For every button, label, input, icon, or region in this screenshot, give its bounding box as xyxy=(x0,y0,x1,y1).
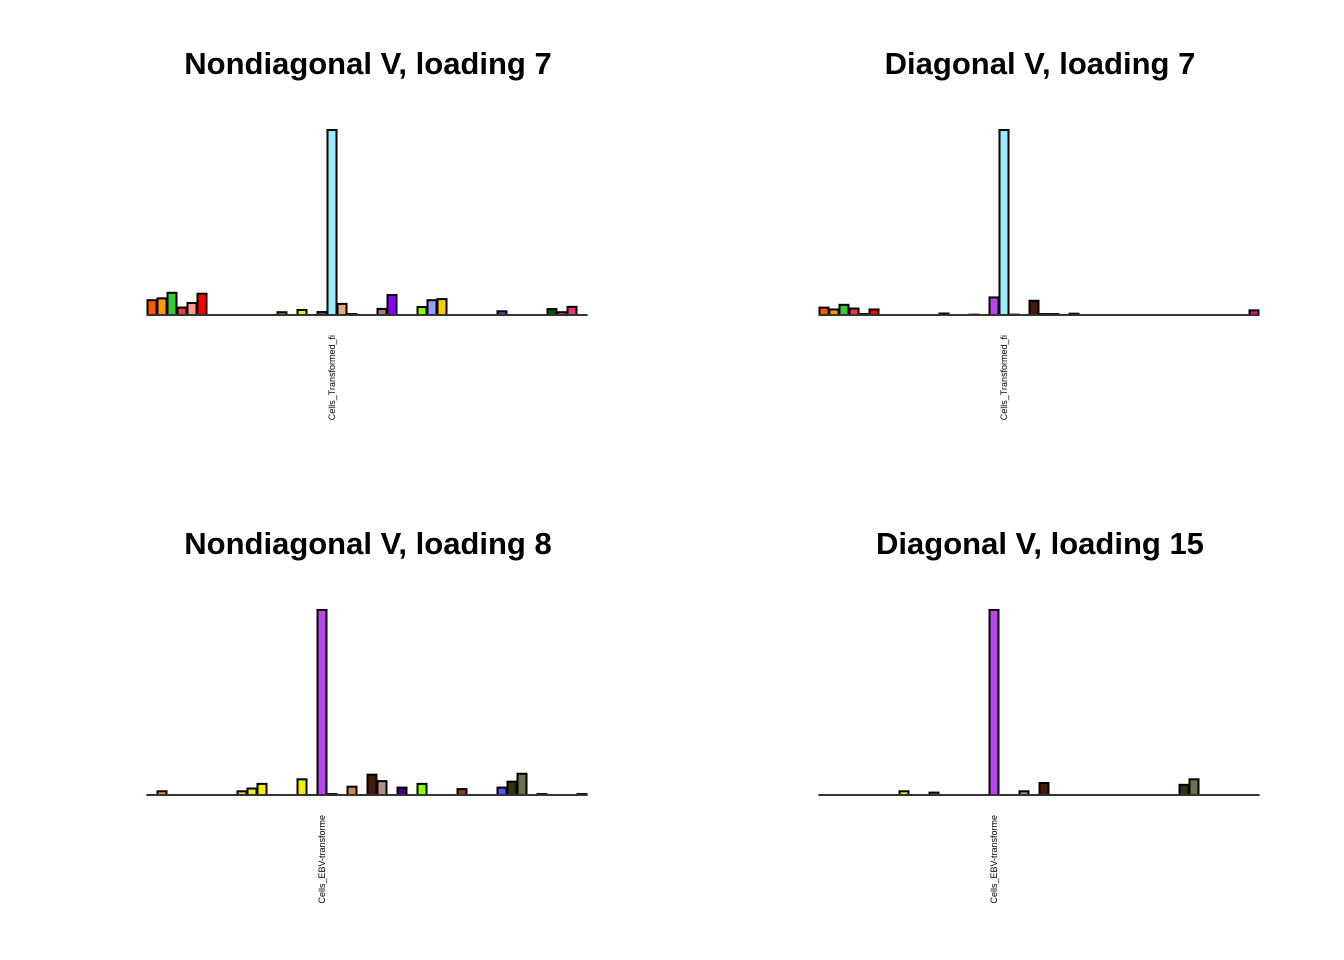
bar-chart: Cells_EBV-transforme xyxy=(146,609,588,904)
panel-nondiag-8: Nondiagonal V, loading 8 Cells_EBV-trans… xyxy=(0,480,672,960)
bar xyxy=(496,786,508,797)
bar xyxy=(988,296,1000,316)
tick-label: Cells_EBV-transforme xyxy=(989,815,999,904)
bar xyxy=(988,609,1000,796)
chart-title: Nondiagonal V, loading 7 xyxy=(184,46,552,81)
bar xyxy=(376,780,388,796)
bar xyxy=(1028,299,1040,317)
bar xyxy=(366,773,378,796)
bar-chart: Cells_Transformed_fi xyxy=(146,129,588,420)
bar xyxy=(146,299,158,317)
bar xyxy=(176,306,188,317)
tick-label: Cells_EBV-transforme xyxy=(317,815,327,904)
bar xyxy=(166,291,178,316)
bar xyxy=(566,305,578,316)
bar xyxy=(838,303,850,317)
panel-nondiag-7: Nondiagonal V, loading 7 Cells_Transform… xyxy=(0,0,672,480)
bar xyxy=(818,306,830,317)
chart-title: Diagonal V, loading 7 xyxy=(884,46,1196,81)
bar xyxy=(506,780,518,796)
panel-diag-15: Diagonal V, loading 15 Cells_EBV-transfo… xyxy=(672,480,1344,960)
bar xyxy=(1188,778,1200,796)
bar xyxy=(156,297,168,317)
bar xyxy=(1178,783,1190,797)
bar xyxy=(346,785,358,796)
bar xyxy=(196,292,208,317)
bar xyxy=(516,772,528,797)
tick-label: Cells_Transformed_fi xyxy=(999,335,1009,420)
bar xyxy=(296,778,308,796)
bar xyxy=(436,298,448,316)
chart-title: Diagonal V, loading 15 xyxy=(876,526,1204,561)
tick-label: Cells_Transformed_fi xyxy=(327,335,337,420)
bar xyxy=(256,782,268,796)
panel-diag-7: Diagonal V, loading 7 Cells_Transformed_… xyxy=(672,0,1344,480)
bar xyxy=(416,306,428,317)
bar xyxy=(386,294,398,316)
chart-title: Nondiagonal V, loading 8 xyxy=(184,526,552,561)
bar xyxy=(186,301,198,317)
bar xyxy=(426,299,438,317)
bar xyxy=(316,609,328,796)
bar xyxy=(396,786,408,797)
bar xyxy=(1038,781,1050,797)
bar xyxy=(416,782,428,796)
bar xyxy=(336,302,348,316)
bar xyxy=(998,129,1010,316)
bar xyxy=(326,129,338,316)
bar-chart: Cells_Transformed_fi xyxy=(818,129,1260,420)
bar-chart: Cells_EBV-transforme xyxy=(818,609,1260,904)
